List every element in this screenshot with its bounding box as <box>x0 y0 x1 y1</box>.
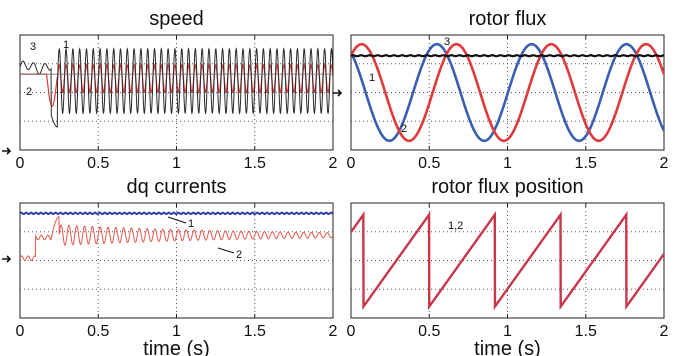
x-axis-label: time (s) <box>474 338 541 356</box>
chart-title: rotor flux position <box>431 176 583 198</box>
series-annotation: 3 <box>444 36 450 48</box>
series-line-2 <box>20 216 333 261</box>
zero-arrow-icon <box>2 255 12 263</box>
plot-area <box>20 47 333 128</box>
chart-title: speed <box>149 8 204 30</box>
annotation-leader <box>167 216 187 224</box>
series-line-1-2 <box>351 210 664 311</box>
x-axis-label: time (s) <box>143 338 210 356</box>
series-annotation: 1 <box>369 72 375 84</box>
plot-area <box>351 210 664 311</box>
x-tick-label: 1.5 <box>575 323 597 340</box>
series-line-2 <box>351 42 664 143</box>
chart-0: speed 0 0.5 1 1.5 2 1 2 3 <box>2 8 338 172</box>
chart-title: dq currents <box>126 176 226 198</box>
series-annotation: 1 <box>63 39 69 51</box>
x-tick-label: 0 <box>347 323 356 340</box>
chart-title: rotor flux <box>469 8 547 30</box>
annotation-leader <box>217 247 235 254</box>
chart-1: rotor flux 0 0.5 1 1.5 2 1 2 3 <box>333 8 669 172</box>
series-annotation: 1 <box>188 218 194 230</box>
zero-arrow-icon <box>333 89 343 97</box>
series-annotation: 2 <box>26 86 32 98</box>
x-tick-label: 2 <box>329 155 338 172</box>
x-tick-label: 0.5 <box>87 323 109 340</box>
x-tick-label: 2 <box>660 323 669 340</box>
x-tick-label: 0.5 <box>418 323 440 340</box>
x-tick-label: 2 <box>329 323 338 340</box>
series-line-3 <box>351 54 664 58</box>
x-tick-label: 1 <box>503 155 512 172</box>
series-line-1 <box>20 47 333 128</box>
x-tick-label: 1 <box>172 323 181 340</box>
x-tick-label: 1 <box>503 323 512 340</box>
x-tick-label: 1.5 <box>244 323 266 340</box>
x-tick-label: 0 <box>16 155 25 172</box>
x-tick-label: 0 <box>16 323 25 340</box>
zero-arrow-icon <box>2 147 12 155</box>
x-tick-label: 1 <box>172 155 181 172</box>
plot-area <box>20 211 333 261</box>
x-tick-label: 0 <box>347 155 356 172</box>
x-tick-label: 0.5 <box>418 155 440 172</box>
x-tick-label: 1.5 <box>575 155 597 172</box>
x-tick-label: 1.5 <box>244 155 266 172</box>
x-tick-label: 0.5 <box>87 155 109 172</box>
plot-area <box>351 42 664 143</box>
series-annotation: 1,2 <box>448 220 463 232</box>
series-annotation: 2 <box>401 123 407 135</box>
series-line-1 <box>351 42 664 143</box>
chart-3: rotor flux position 0 0.5 1 1.5 2 time (s) 1,2 <box>347 176 669 356</box>
series-annotation: 3 <box>30 41 36 53</box>
series-line-1 <box>20 211 333 216</box>
x-tick-label: 2 <box>660 155 669 172</box>
series-annotation: 2 <box>236 249 242 261</box>
